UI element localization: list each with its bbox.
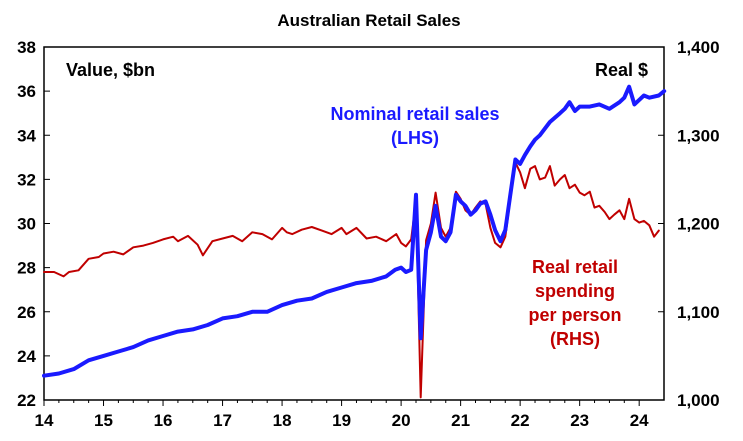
real-label-line-4: (RHS) [550,329,600,349]
right-tick-label: 1,100 [677,303,720,322]
right-tick-label: 1,300 [677,126,720,145]
x-tick-label: 22 [511,411,530,430]
x-tick-label: 16 [154,411,173,430]
nominal-series-label: Nominal retail sales (LHS) [330,104,499,148]
left-tick-label: 24 [17,347,36,366]
nominal-label-line-1: Nominal retail sales [330,104,499,124]
x-tick-label: 24 [630,411,649,430]
chart-title: Australian Retail Sales [277,11,460,30]
right-tick-label: 1,400 [677,38,720,57]
x-tick-label: 19 [332,411,351,430]
right-axis: 1,000 1,100 1,200 1,300 1,400 [658,38,720,410]
real-series-label: Real retail spending per person (RHS) [528,257,621,349]
x-tick-label: 15 [94,411,113,430]
right-axis-label: Real $ [595,60,648,80]
left-tick-label: 30 [17,215,36,234]
left-tick-label: 32 [17,170,36,189]
left-tick-label: 38 [17,38,36,57]
left-tick-label: 26 [17,303,36,322]
real-series-line [43,161,660,399]
x-tick-label: 21 [451,411,470,430]
real-label-line-3: per person [528,305,621,325]
right-tick-label: 1,000 [677,391,720,410]
left-axis-label: Value, $bn [66,60,155,80]
x-tick-label: 17 [213,411,232,430]
x-tick-label: 18 [273,411,292,430]
x-axis: 14 15 16 17 18 19 20 21 22 23 24 [35,400,649,430]
real-label-line-1: Real retail [532,257,618,277]
series-layer [42,84,667,399]
left-tick-label: 36 [17,82,36,101]
left-tick-label: 34 [17,126,36,145]
x-tick-label: 23 [570,411,589,430]
x-tick-label: 14 [35,411,54,430]
nominal-label-line-2: (LHS) [391,128,439,148]
x-tick-label: 20 [392,411,411,430]
real-label-line-2: spending [535,281,615,301]
left-axis: 22 24 26 28 30 32 34 36 38 [17,38,50,410]
nominal-series-line [42,84,667,378]
left-tick-label: 28 [17,259,36,278]
right-tick-label: 1,200 [677,215,720,234]
left-tick-label: 22 [17,391,36,410]
